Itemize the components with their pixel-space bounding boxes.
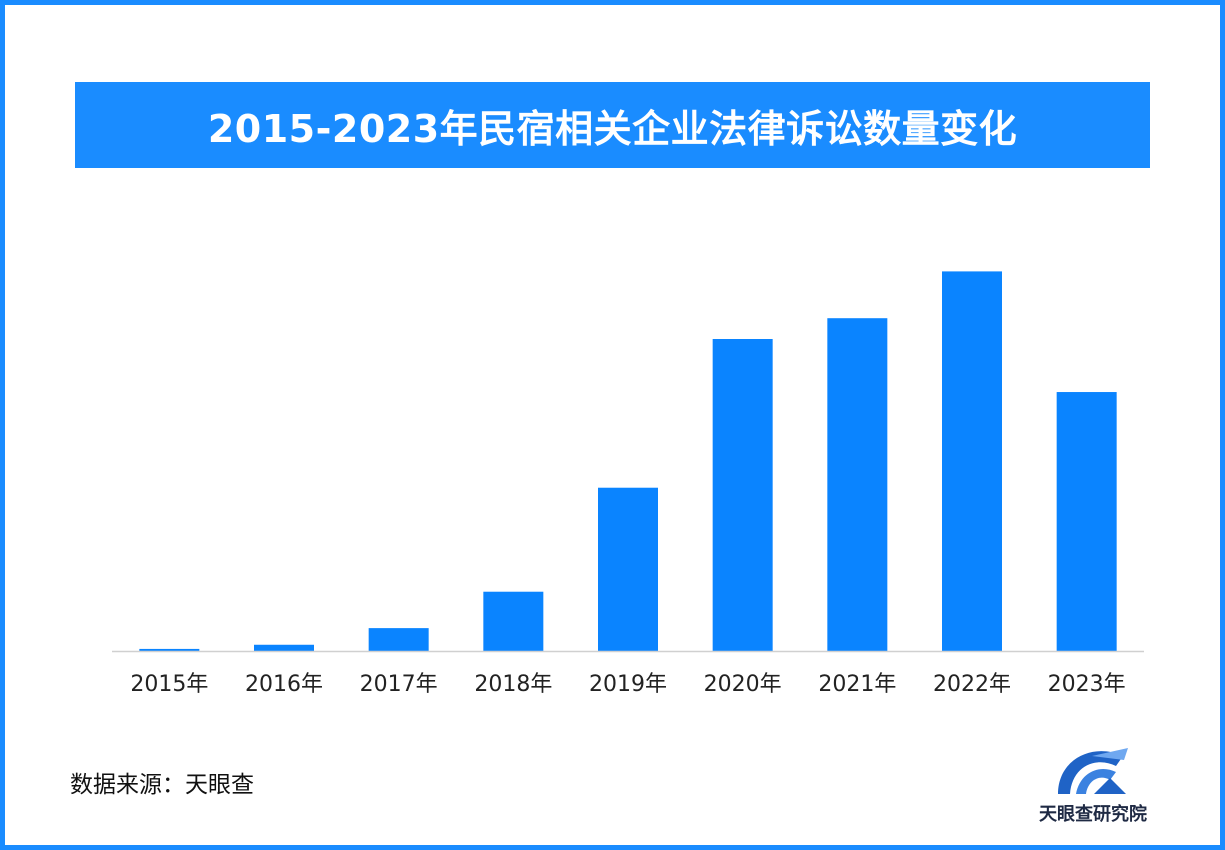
chart-title: 2015-2023年民宿相关企业法律诉讼数量变化 xyxy=(207,106,1018,151)
x-tick-label: 2017年 xyxy=(360,672,438,697)
bar-7 xyxy=(942,271,1002,651)
bar-0 xyxy=(139,648,200,651)
logo-emblem-icon xyxy=(1058,748,1128,794)
bar-5 xyxy=(712,339,773,651)
x-tick-label: 2021年 xyxy=(818,672,896,697)
data-source-note: 数据来源：天眼查 xyxy=(70,772,254,798)
tianyancha-logo: 天眼查研究院 xyxy=(1028,734,1158,826)
logo-text: 天眼查研究院 xyxy=(1039,804,1147,825)
x-tick-label: 2022年 xyxy=(933,672,1011,697)
bar-8 xyxy=(1056,392,1117,651)
x-tick-label: 2019年 xyxy=(589,672,667,697)
bar-6 xyxy=(827,318,888,651)
x-tick-label: 2016年 xyxy=(245,672,323,697)
bar-3 xyxy=(483,591,544,651)
x-tick-label: 2023年 xyxy=(1048,672,1126,697)
title-banner: 2015-2023年民宿相关企业法律诉讼数量变化 xyxy=(75,82,1150,168)
x-tick-label: 2015年 xyxy=(130,672,208,697)
bar-2 xyxy=(368,628,429,651)
x-tick-label: 2018年 xyxy=(474,672,552,697)
bar-1 xyxy=(254,644,314,651)
x-tick-label: 2020年 xyxy=(704,672,782,697)
bar-4 xyxy=(598,487,658,651)
